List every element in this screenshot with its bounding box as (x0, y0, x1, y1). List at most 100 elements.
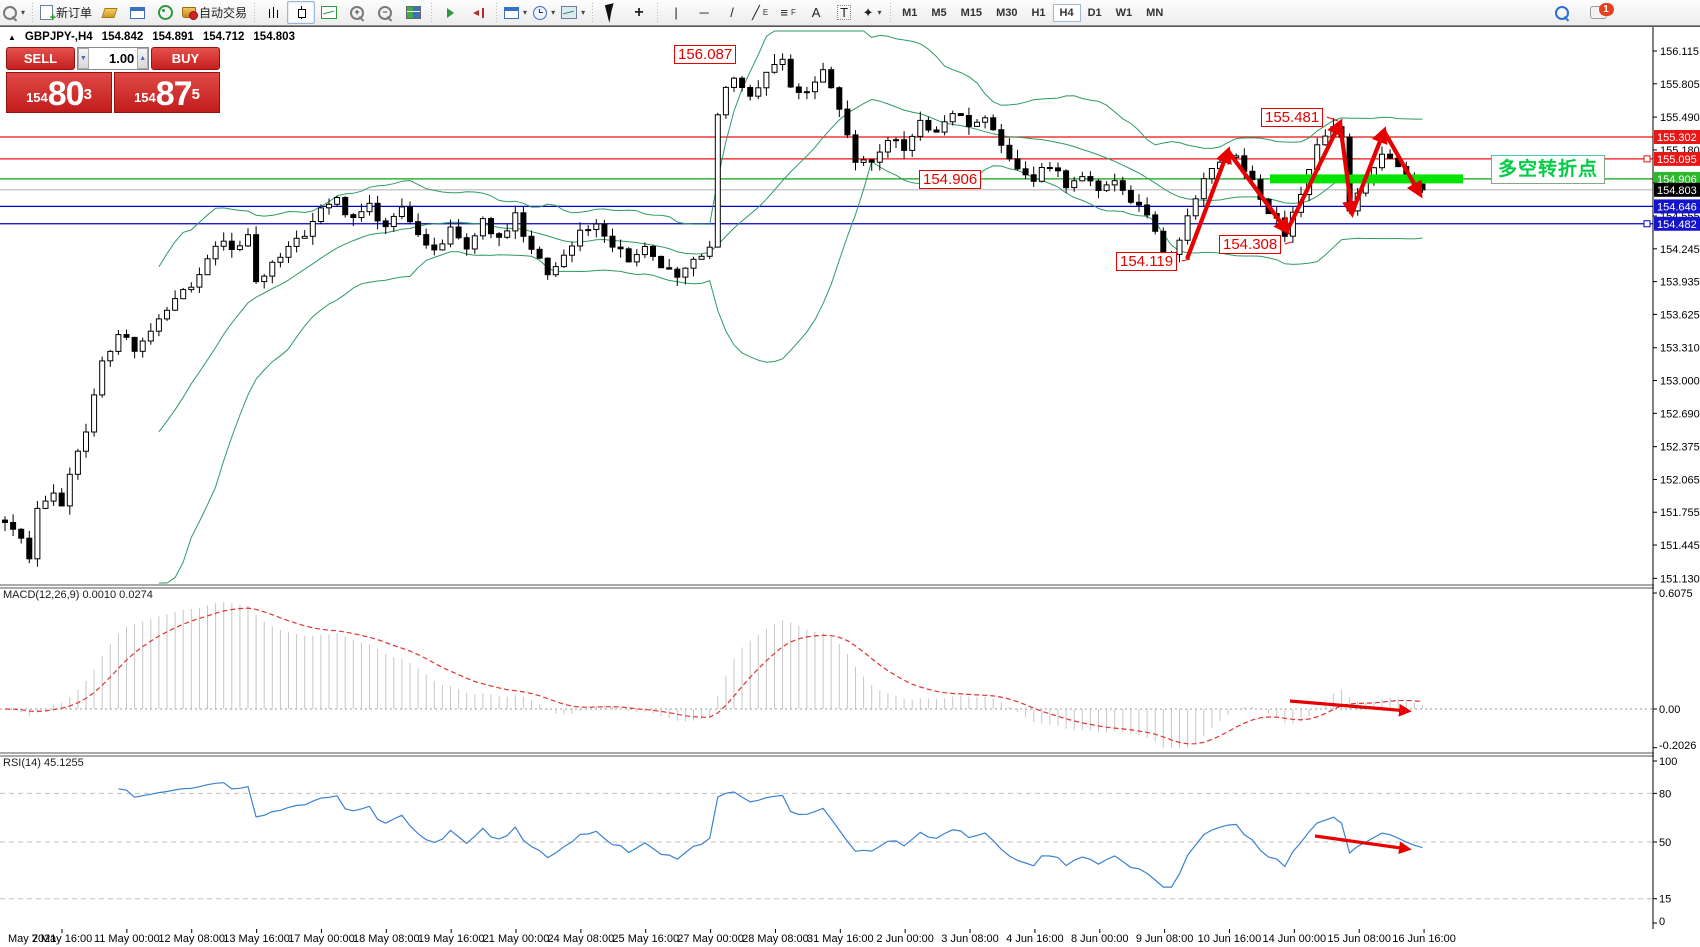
channel-button[interactable]: ╱ E (752, 5, 769, 20)
chart-candles-button[interactable] (287, 1, 316, 24)
new-order-button[interactable]: + 新订单 (37, 1, 95, 24)
time-tick-label: 15 Jun 08:00 (1327, 933, 1391, 945)
line-handle[interactable] (1643, 220, 1651, 228)
time-tick-label: 31 May 16:00 (807, 933, 874, 945)
buy-button[interactable]: BUY (151, 47, 220, 70)
chart-shift-button[interactable] (464, 1, 492, 24)
line-chart-icon (321, 6, 338, 19)
signals-button[interactable] (151, 1, 179, 24)
price-annotation-154.119[interactable]: 154.119 (1116, 252, 1178, 271)
bollinger-middle-band (158, 98, 1423, 433)
search-button[interactable] (1548, 1, 1576, 24)
profile-icon (3, 5, 17, 20)
separator (655, 2, 661, 23)
hline-button[interactable]: ─ (690, 1, 718, 24)
line-handle[interactable] (1643, 155, 1651, 163)
vertical-line-icon: | (674, 5, 678, 20)
auto-scroll-button[interactable] (436, 1, 464, 24)
rsi-trend-arrow[interactable] (1314, 834, 1412, 855)
timeframe-button-W1[interactable]: W1 (1115, 6, 1133, 19)
volume-up-button[interactable]: ▲ (137, 48, 149, 69)
time-tick-label: 3 Jun 08:00 (941, 933, 999, 945)
price-annotation-154.906[interactable]: 154.906 (919, 170, 982, 189)
zoom-in-button[interactable]: + (343, 1, 371, 24)
price-tick-label: 155.490 (1660, 112, 1700, 124)
price-tick-label: 153.000 (1660, 376, 1700, 388)
time-tick-label: 21 May 00:00 (483, 933, 550, 945)
chart-canvas[interactable]: 156.115155.805155.490155.180154.870154.5… (0, 27, 1700, 947)
text-button[interactable]: A (802, 1, 830, 24)
chart-bars-button[interactable] (259, 1, 287, 24)
templates-button[interactable]: ▾ (558, 1, 588, 24)
volume-down-button[interactable]: ▼ (78, 48, 89, 69)
search-icon (1555, 5, 1569, 20)
timeframe-button-M15[interactable]: M15 (960, 6, 983, 19)
volume-input[interactable] (88, 48, 138, 69)
trend-arrow-5[interactable] (1382, 129, 1423, 199)
trend-arrow-3[interactable] (1337, 122, 1359, 218)
fibonacci-button[interactable]: ≡ F (780, 5, 796, 20)
price-annotation-155.481[interactable]: 155.481 (1261, 108, 1324, 127)
timeframe-button-H1[interactable]: H1 (1031, 6, 1046, 19)
autotrade-button[interactable]: 自动交易 (179, 1, 250, 24)
time-tick-label: 9 Jun 08:00 (1136, 933, 1194, 945)
timeframe-button-MN[interactable]: MN (1146, 6, 1164, 19)
text-icon: A (811, 5, 821, 20)
trend-arrow-2[interactable] (1285, 118, 1343, 232)
time-tick-label: 12 May 08:00 (158, 933, 225, 945)
buy-price[interactable]: 154 87 5 (114, 72, 220, 113)
price-badge-154.646 (1654, 199, 1700, 214)
auto-scroll-icon (446, 7, 454, 18)
profile-button[interactable]: ▾ (0, 1, 28, 24)
trendline-button[interactable]: / (718, 1, 746, 24)
price-badge-label: 154.646 (1657, 201, 1697, 213)
price-tick-label: 153.310 (1660, 343, 1700, 355)
cursor-button[interactable] (597, 1, 625, 24)
channel-icon: ╱ (752, 5, 760, 20)
annotation-connector (1181, 258, 1191, 262)
market-watch-button[interactable] (123, 1, 151, 24)
trend-arrow-0[interactable] (1185, 146, 1232, 260)
new-order-icon: + (40, 5, 56, 24)
price-annotation-156.087[interactable]: 156.087 (674, 45, 737, 64)
fibonacci-icon: ≡ (780, 5, 788, 20)
zoom-out-button[interactable]: − (371, 1, 399, 24)
timeframe-button-M1[interactable]: M1 (902, 6, 918, 19)
macd-signal-line (4, 607, 1423, 745)
chart-title-row: ▲ GBPJPY-,H4 154.842 154.891 154.712 154… (8, 31, 295, 45)
separator (494, 2, 500, 23)
rsi-tick-label: 100 (1659, 756, 1677, 768)
time-tick-label: 14 Jun 00:00 (1263, 933, 1327, 945)
price-annotation-154.308[interactable]: 154.308 (1219, 235, 1282, 254)
turning-point-text-label[interactable]: 多空转折点 (1491, 155, 1605, 184)
text-label-button[interactable]: T (830, 1, 858, 24)
trend-arrow-1[interactable] (1226, 149, 1290, 236)
macd-trend-arrow[interactable] (1289, 699, 1412, 717)
periods-button[interactable]: ▾ (530, 1, 558, 24)
vline-button[interactable]: | (662, 1, 690, 24)
rsi-tick-label: 50 (1659, 837, 1671, 849)
arrows-button[interactable]: ✦ ▾ (862, 5, 882, 20)
timeframe-button-M30[interactable]: M30 (996, 6, 1018, 19)
time-tick-label: 7 May 16:00 (32, 933, 93, 945)
new-chart-button[interactable]: ▾ (501, 1, 530, 24)
collapse-marker-icon[interactable]: ▲ (8, 33, 16, 42)
sell-price[interactable]: 154 80 3 (6, 72, 112, 113)
separator (590, 2, 596, 23)
styles-button[interactable] (95, 1, 123, 24)
trend-arrow-4[interactable] (1350, 126, 1388, 214)
price-badge-154.803 (1654, 182, 1700, 197)
notifications-button[interactable]: 1 (1584, 1, 1614, 24)
timeframe-button-D1[interactable]: D1 (1087, 6, 1102, 19)
crosshair-button[interactable]: + (625, 1, 653, 24)
timeframe-button-M5[interactable]: M5 (931, 6, 947, 19)
time-tick-label: 2 Jun 00:00 (876, 933, 934, 945)
toolbar: ▾ + 新订单 自动交易 + − ▾ ▾ ▾ + | ─ / ╱ E ≡ F A T… (0, 0, 1700, 26)
time-tick-label: 24 May 08:00 (548, 933, 615, 945)
price-tick-label: 152.690 (1660, 408, 1700, 420)
sell-button[interactable]: SELL (6, 47, 75, 70)
timeframe-button-H4[interactable]: H4 (1052, 3, 1081, 22)
chart-line-button[interactable] (315, 1, 343, 24)
tile-windows-button[interactable] (399, 1, 427, 24)
bollinger-upper-band (158, 30, 1423, 268)
